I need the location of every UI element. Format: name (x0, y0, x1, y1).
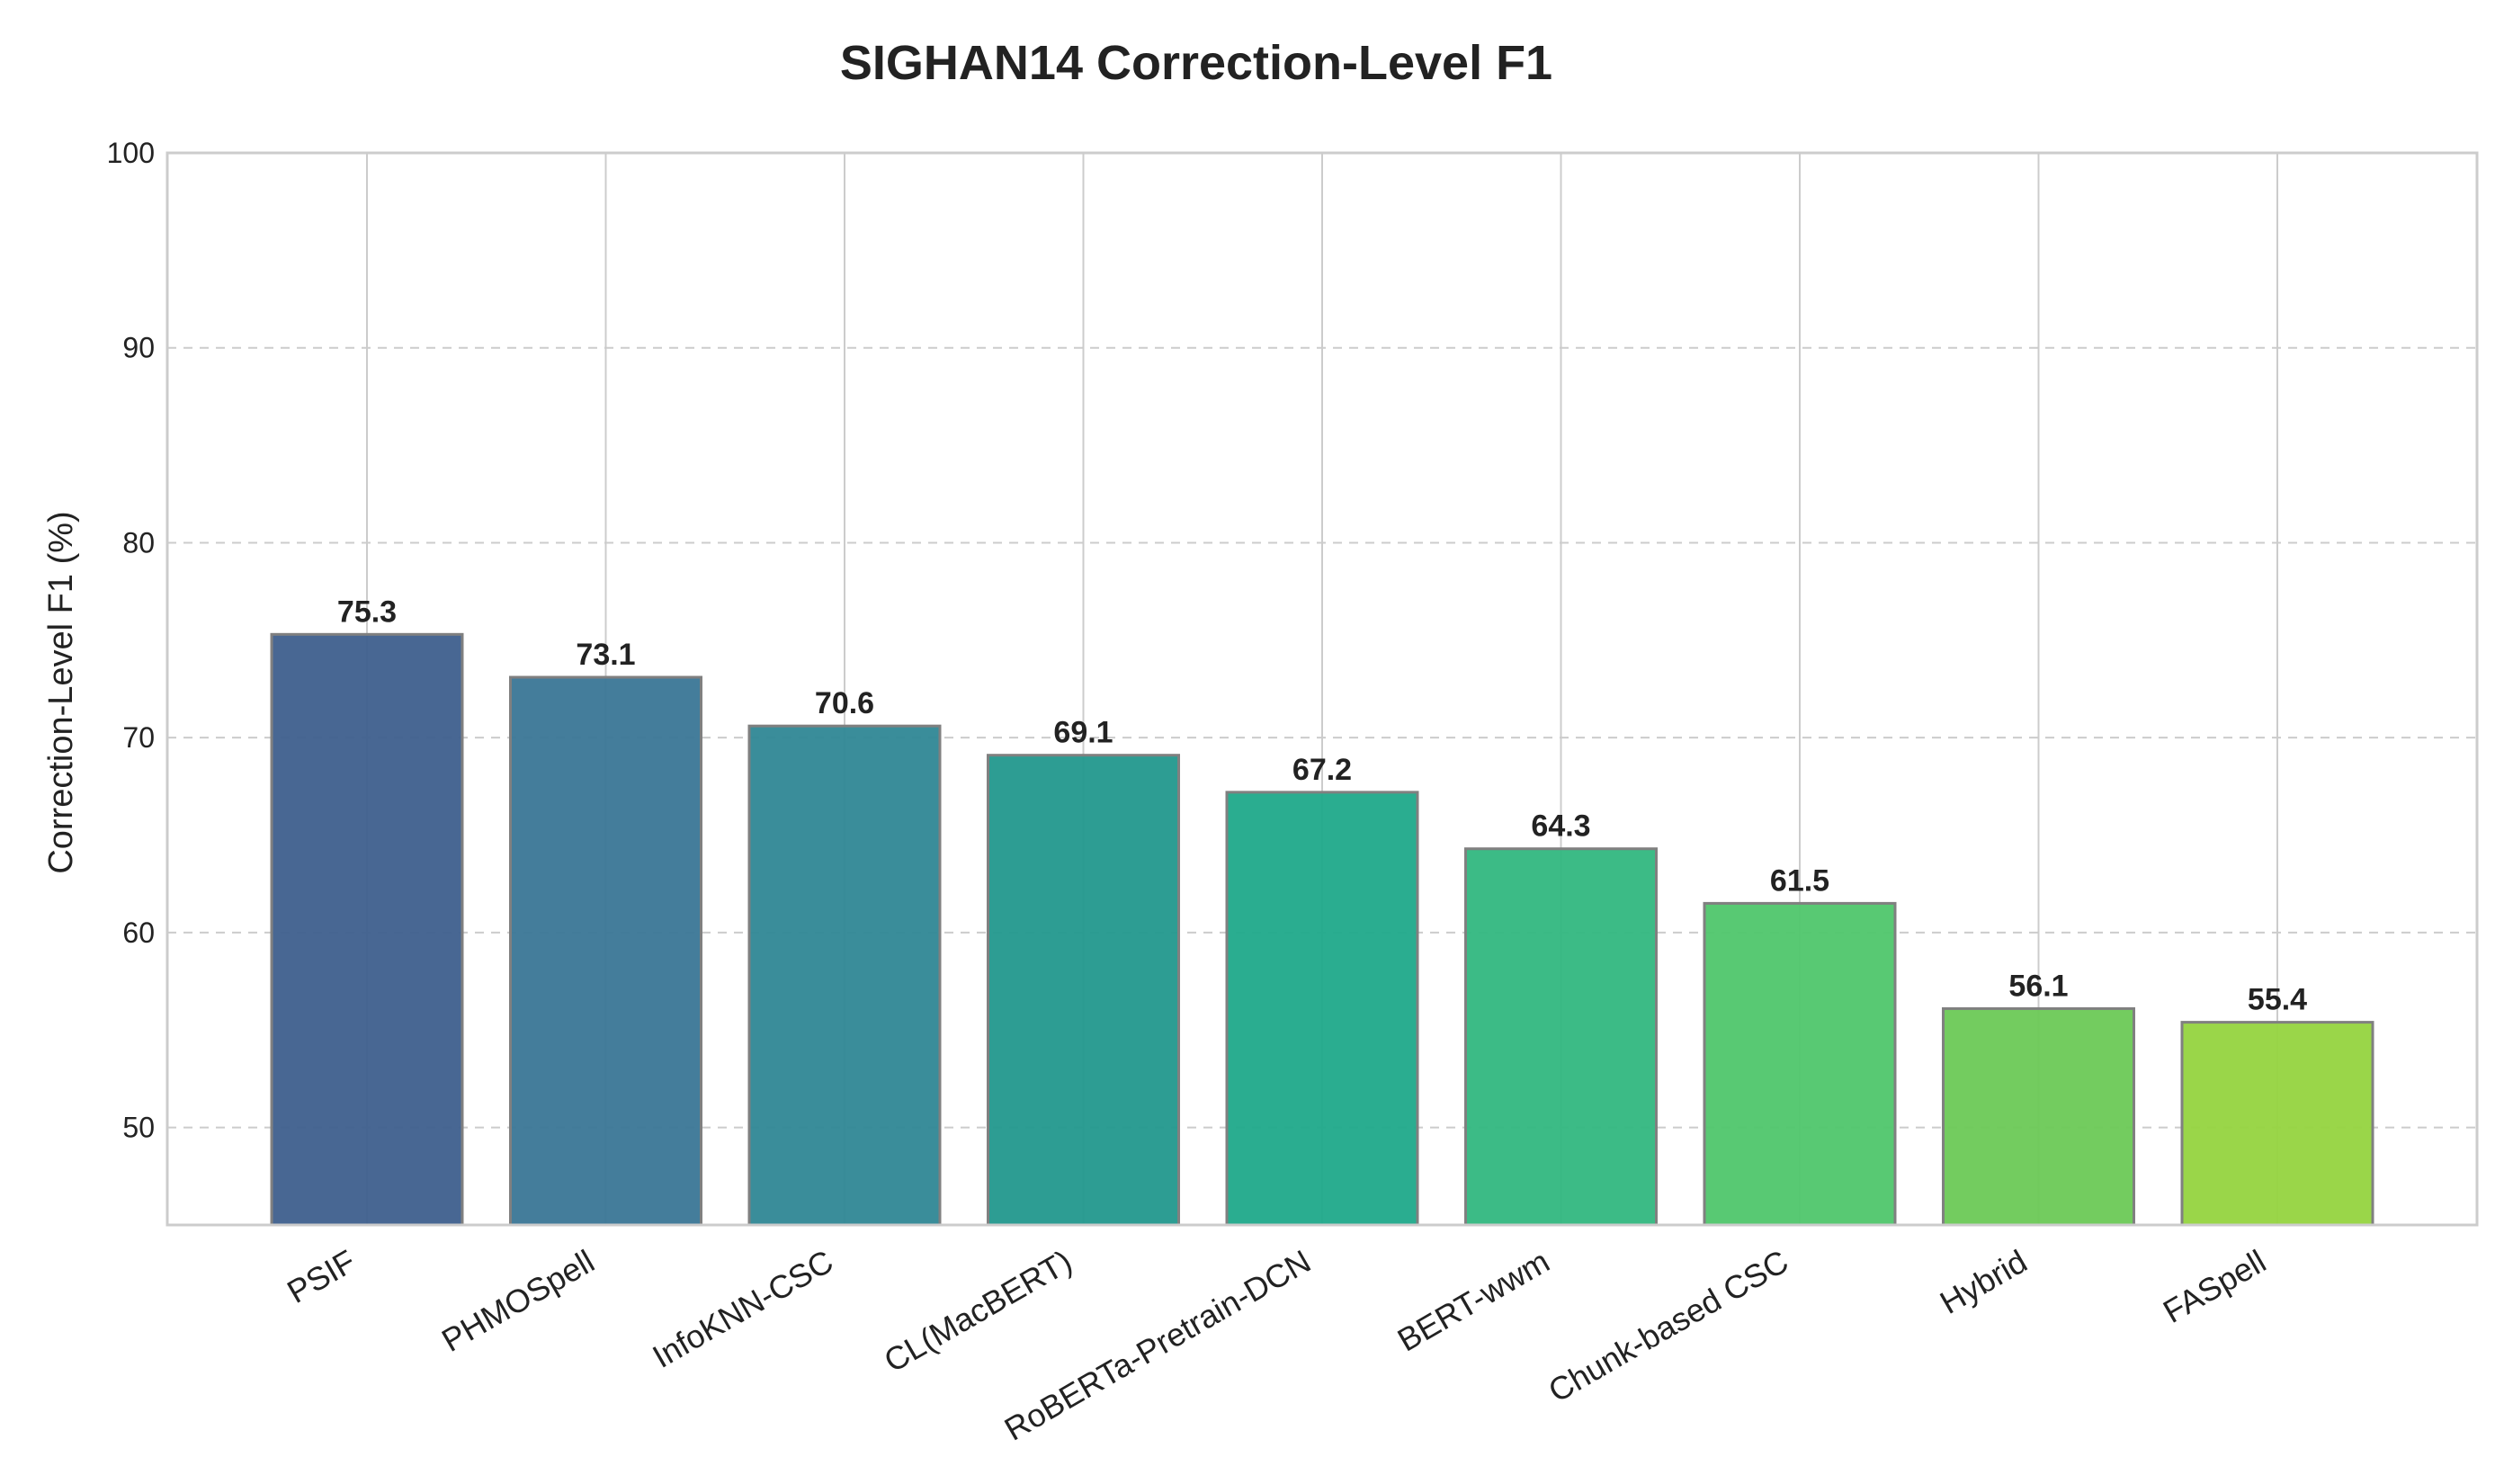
chart-title: SIGHAN14 Correction-Level F1 (840, 36, 1552, 90)
bar (2180, 1021, 2374, 1227)
data-label: 67.2 (1292, 753, 1352, 787)
data-label: 56.1 (2008, 969, 2068, 1003)
x-tick-label: FASpell (2157, 1242, 2272, 1330)
data-label: 55.4 (2248, 983, 2307, 1017)
data-label: 69.1 (1053, 716, 1113, 750)
x-tick-label: PHMOSpell (435, 1242, 600, 1359)
bar (270, 632, 464, 1227)
plot-frame (165, 151, 2479, 1227)
x-tick-label: Chunk-based CSC (1543, 1242, 1794, 1409)
data-label: 73.1 (576, 638, 635, 672)
x-tick-label: BERT-wwm (1391, 1242, 1556, 1358)
x-tick-label: PSIF (281, 1242, 362, 1310)
bar (1703, 901, 1897, 1227)
y-tick-label: 60 (122, 916, 155, 949)
x-tick-label: CL(MacBERT) (878, 1242, 1078, 1379)
bar (747, 724, 942, 1227)
data-label: 61.5 (1770, 863, 1829, 898)
y-tick-label: 50 (122, 1112, 155, 1144)
data-label: 75.3 (337, 594, 397, 629)
y-axis-label: Correction-Level F1 (%) (42, 511, 80, 873)
data-label: 70.6 (815, 686, 874, 720)
data-label: 64.3 (1531, 809, 1590, 844)
y-tick-label: 80 (122, 526, 155, 559)
y-tick-label: 90 (122, 332, 155, 364)
bar (1225, 791, 1419, 1227)
y-tick-label: 100 (107, 137, 155, 169)
bar (987, 754, 1180, 1227)
x-tick-label: InfoKNN-CSC (646, 1242, 839, 1375)
plot-area: 50 60 70 80 90 100 75.3 PSIF 73.1 PHMOSpell 70.6 In… (107, 137, 2479, 1448)
x-tick-label: Hybrid (1934, 1242, 2034, 1321)
bar (509, 675, 702, 1227)
bar (1942, 1006, 2135, 1227)
bar (1464, 847, 1658, 1227)
y-tick-label: 70 (122, 721, 155, 754)
